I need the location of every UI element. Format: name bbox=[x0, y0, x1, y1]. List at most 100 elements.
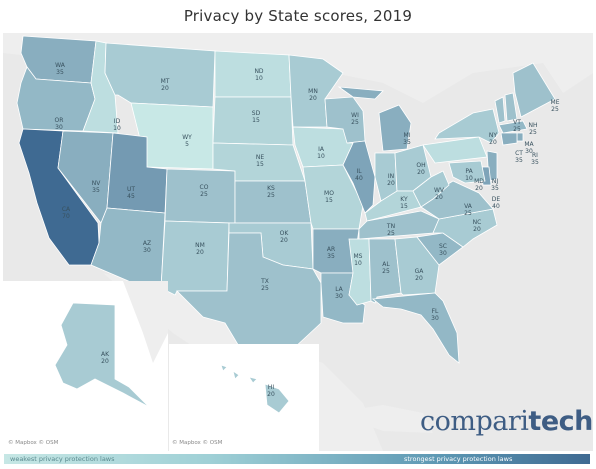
state-label-nv: NV bbox=[92, 180, 101, 187]
state-label-ma: MA bbox=[524, 141, 534, 148]
labels-layer: WA35OR30CA70NV35ID10MT20WY5UT45AZ30CO25N… bbox=[55, 62, 560, 398]
state-label-ar: AR bbox=[327, 246, 335, 253]
state-score-nm: 20 bbox=[196, 249, 204, 256]
state-score-wy: 5 bbox=[185, 141, 189, 148]
state-vt[interactable] bbox=[494, 96, 506, 124]
legend-weak-label: weakest privacy protection laws bbox=[10, 455, 115, 463]
state-fl[interactable] bbox=[371, 292, 460, 364]
state-label-la: LA bbox=[335, 286, 343, 293]
state-label-ri: RI bbox=[532, 152, 538, 159]
state-label-md: MD bbox=[474, 178, 484, 185]
state-mt[interactable] bbox=[104, 42, 216, 108]
state-nm[interactable] bbox=[160, 220, 230, 296]
state-score-co: 25 bbox=[200, 191, 208, 198]
state-score-de: 40 bbox=[492, 203, 500, 210]
state-label-ok: OK bbox=[280, 230, 290, 237]
state-score-nd: 10 bbox=[255, 75, 263, 82]
state-label-tx: TX bbox=[260, 278, 269, 285]
state-score-sc: 30 bbox=[439, 250, 447, 257]
state-score-nh: 25 bbox=[529, 129, 537, 136]
state-score-ky: 15 bbox=[400, 203, 408, 210]
state-label-nj: NJ bbox=[492, 178, 498, 185]
state-score-mt: 20 bbox=[161, 85, 169, 92]
state-score-la: 30 bbox=[335, 293, 343, 300]
state-label-in: IN bbox=[388, 173, 394, 180]
state-score-pa: 10 bbox=[465, 175, 473, 182]
state-label-ks: KS bbox=[267, 185, 275, 192]
color-legend-bar bbox=[4, 454, 590, 464]
mapbox-credit-main[interactable]: © Mapbox © OSM bbox=[8, 440, 59, 446]
state-score-wa: 35 bbox=[56, 69, 64, 76]
state-label-wa: WA bbox=[55, 62, 66, 69]
state-label-nd: ND bbox=[254, 68, 263, 75]
state-wv[interactable] bbox=[412, 170, 450, 208]
state-score-ri: 35 bbox=[531, 159, 539, 166]
state-score-oh: 20 bbox=[417, 169, 425, 176]
state-score-az: 30 bbox=[143, 247, 151, 254]
state-label-az: AZ bbox=[143, 240, 151, 247]
state-label-mn: MN bbox=[308, 88, 318, 95]
state-label-ms: MS bbox=[354, 253, 363, 260]
state-ma[interactable] bbox=[498, 120, 528, 134]
state-score-il: 40 bbox=[355, 175, 363, 182]
state-mi[interactable] bbox=[337, 86, 412, 152]
state-label-va: VA bbox=[464, 203, 473, 210]
state-score-or: 30 bbox=[55, 124, 63, 131]
state-md[interactable] bbox=[448, 160, 486, 184]
state-ri[interactable] bbox=[516, 132, 524, 142]
state-hi[interactable] bbox=[220, 364, 290, 414]
state-score-mi: 35 bbox=[403, 139, 411, 146]
state-ny[interactable] bbox=[434, 108, 500, 144]
mapbox-credit-hawaii[interactable]: © Mapbox © OSM bbox=[172, 440, 223, 446]
state-label-hi: HI bbox=[268, 384, 275, 391]
state-label-mt: MT bbox=[161, 78, 170, 85]
state-ak[interactable] bbox=[54, 302, 150, 408]
state-label-co: CO bbox=[200, 184, 209, 191]
state-score-mn: 20 bbox=[309, 95, 317, 102]
state-score-hi: 20 bbox=[267, 391, 275, 398]
state-label-al: AL bbox=[382, 261, 390, 268]
state-label-nh: NH bbox=[529, 122, 538, 129]
state-score-me: 25 bbox=[551, 106, 559, 113]
state-label-sc: SC bbox=[439, 243, 447, 250]
state-label-ga: GA bbox=[415, 268, 425, 275]
state-score-ar: 35 bbox=[327, 253, 335, 260]
state-score-ms: 10 bbox=[354, 260, 362, 267]
state-score-nj: 35 bbox=[491, 185, 499, 192]
state-label-ca: CA bbox=[62, 206, 71, 213]
state-label-ak: AK bbox=[101, 351, 110, 358]
state-me[interactable] bbox=[512, 62, 556, 118]
state-score-ks: 25 bbox=[267, 192, 275, 199]
state-label-wy: WY bbox=[182, 134, 192, 141]
state-score-ut: 45 bbox=[127, 193, 135, 200]
state-score-tx: 25 bbox=[261, 285, 269, 292]
state-score-ma: 30 bbox=[525, 148, 533, 155]
state-label-nm: NM bbox=[195, 242, 205, 249]
state-label-ct: CT bbox=[515, 150, 523, 157]
state-score-ct: 35 bbox=[515, 157, 523, 164]
state-label-de: DE bbox=[492, 196, 501, 203]
state-nd[interactable] bbox=[214, 50, 292, 98]
state-score-nv: 35 bbox=[92, 187, 100, 194]
us-map[interactable]: WA35OR30CA70NV35ID10MT20WY5UT45AZ30CO25N… bbox=[3, 33, 593, 451]
state-score-vt: 25 bbox=[513, 126, 521, 133]
state-score-ne: 15 bbox=[256, 161, 264, 168]
state-label-vt: VT bbox=[513, 119, 521, 126]
states-layer bbox=[16, 35, 556, 384]
state-label-id: ID bbox=[114, 118, 121, 125]
state-score-al: 25 bbox=[382, 268, 390, 275]
state-nh[interactable] bbox=[504, 92, 518, 122]
map-canvas[interactable]: WA 35 OR 30 CA 70 NV 35 ID 10 MT 20 WY 5 UT 45 AZ 30 CO 25 N… bbox=[3, 33, 593, 451]
state-label-wv: WV bbox=[434, 187, 445, 194]
state-score-ca: 70 bbox=[62, 213, 70, 220]
state-score-mo: 15 bbox=[325, 197, 333, 204]
state-score-ga: 20 bbox=[415, 275, 423, 282]
state-ct[interactable] bbox=[500, 132, 518, 146]
state-score-fl: 30 bbox=[431, 315, 439, 322]
state-score-id: 10 bbox=[113, 125, 121, 132]
state-score-in: 20 bbox=[387, 180, 395, 187]
state-label-wi: WI bbox=[351, 112, 359, 119]
state-label-ut: UT bbox=[127, 186, 135, 193]
state-score-tn: 25 bbox=[387, 230, 395, 237]
state-label-sd: SD bbox=[252, 110, 261, 117]
